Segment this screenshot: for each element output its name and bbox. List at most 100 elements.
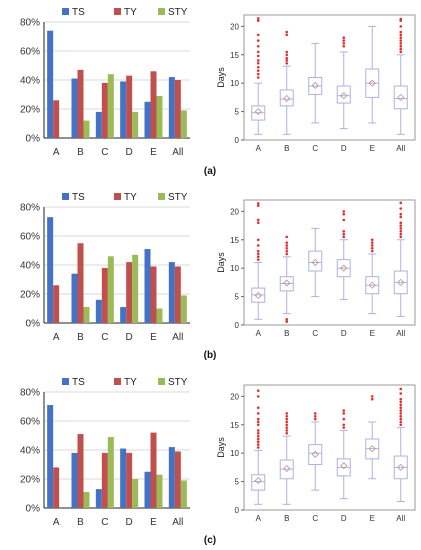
box-x-tick-label: All	[396, 329, 405, 338]
box-mean-marker	[397, 463, 405, 471]
box-y-tick-label: 15	[230, 421, 239, 430]
bar-y-tick-label: 60%	[20, 232, 40, 243]
bar-ty-all	[174, 80, 181, 138]
box-mean-marker	[340, 462, 348, 470]
box-outlier	[285, 33, 289, 37]
box-mean-marker	[368, 445, 376, 453]
box-a	[251, 17, 266, 135]
box-outlier	[285, 246, 289, 250]
box-x-tick-label: All	[396, 144, 405, 153]
legend-label-ts: TS	[72, 377, 85, 388]
box-outlier	[285, 426, 289, 429]
box-iqr	[279, 89, 294, 107]
bar-ty-d	[126, 262, 133, 323]
bar-ts-d	[120, 307, 127, 323]
box-outlier	[370, 246, 374, 250]
bar-x-tick-label: A	[53, 147, 60, 158]
box-mean-marker	[397, 278, 405, 286]
box-outlier	[399, 417, 403, 421]
box-x-tick-label: A	[256, 144, 262, 153]
box-x-tick-label: B	[284, 329, 289, 338]
box-outlier	[256, 39, 260, 42]
bar-y-tick-label: 0%	[26, 504, 41, 515]
box-outlier	[256, 406, 260, 410]
box-outlier	[342, 232, 346, 236]
bar-ts-d	[120, 81, 127, 138]
bar-ty-c	[101, 452, 108, 508]
box-outlier	[285, 431, 289, 435]
box-outlier	[285, 59, 289, 62]
bar-chart-a: 0% 20% 40% 60% 80% A B C D E All TS TY STY	[20, 7, 190, 158]
box-b	[279, 412, 294, 505]
box-outlier	[256, 420, 260, 424]
box-outlier	[256, 249, 260, 253]
bar-ts-all	[168, 77, 175, 138]
box-outlier	[256, 202, 260, 205]
box-outlier	[285, 244, 289, 247]
bar-ts-a	[47, 217, 54, 323]
box-y-tick-label: 15	[230, 51, 239, 60]
legend-swatch-ts	[62, 193, 69, 200]
box-mean-marker	[340, 92, 348, 100]
box-plot-frame	[243, 199, 416, 326]
legend-swatch-sty	[158, 8, 165, 15]
bar-x-tick-label: A	[53, 517, 60, 528]
bar-y-tick-label: 0%	[26, 319, 41, 330]
bar-ts-d	[120, 448, 127, 508]
legend-label-ts: TS	[72, 192, 85, 203]
box-chart-c: 0 5 10 15 20 Days A B C D E All	[216, 384, 416, 523]
legend-label-sty: STY	[168, 7, 188, 18]
box-y-tick-label: 5	[235, 108, 240, 117]
box-x-tick-label: A	[256, 514, 262, 523]
bar-y-tick-label: 20%	[20, 105, 40, 116]
bar-chart-c: 0% 20% 40% 60% 80% A B C D E All TS TY STY	[20, 377, 190, 528]
bar-x-tick-label: C	[101, 332, 108, 343]
box-outlier	[256, 255, 260, 259]
bar-x-tick-label: C	[101, 147, 108, 158]
legend-label-ty: TY	[124, 192, 137, 203]
bar-x-tick-label: All	[172, 332, 183, 343]
box-outlier	[256, 17, 260, 20]
box-outlier	[342, 412, 346, 415]
box-y-tick-label: 5	[235, 478, 240, 487]
box-iqr	[308, 444, 323, 466]
box-outlier	[399, 207, 403, 210]
box-y-tick-label: 10	[230, 449, 239, 458]
box-outlier	[285, 318, 289, 321]
box-mean-marker	[254, 108, 262, 116]
bar-ts-e	[144, 101, 151, 138]
box-outlier	[399, 201, 403, 205]
legend-label-sty: STY	[168, 192, 188, 203]
box-outlier	[399, 232, 403, 236]
bar-ty-a	[53, 100, 60, 138]
bar-y-tick-label: 60%	[20, 417, 40, 428]
bar-ty-d	[126, 452, 133, 508]
box-mean-marker	[283, 94, 291, 103]
bar-y-tick-label: 80%	[20, 388, 40, 399]
box-outlier	[342, 36, 346, 40]
box-all	[393, 201, 408, 317]
box-outlier	[256, 33, 260, 37]
box-outlier	[399, 423, 403, 427]
legend-swatch-ty	[114, 378, 121, 385]
box-outlier	[285, 412, 289, 415]
box-outlier	[342, 44, 346, 48]
bar-ts-e	[144, 471, 151, 508]
box-outlier	[342, 417, 346, 421]
box-all	[393, 17, 408, 135]
bar-ts-all	[168, 262, 175, 323]
bar-ts-a	[47, 30, 54, 139]
box-outlier	[256, 434, 260, 438]
box-e	[365, 25, 380, 124]
box-outlier	[285, 252, 289, 256]
box-outlier	[313, 412, 317, 415]
box-outlier	[285, 61, 289, 65]
bar-ty-all	[174, 266, 181, 323]
box-outlier	[342, 409, 346, 412]
bar-ts-b	[71, 78, 78, 138]
box-outlier	[285, 320, 289, 323]
bar-x-tick-label: E	[150, 332, 157, 343]
box-y-axis-label: Days	[216, 437, 226, 458]
box-b	[279, 30, 294, 135]
